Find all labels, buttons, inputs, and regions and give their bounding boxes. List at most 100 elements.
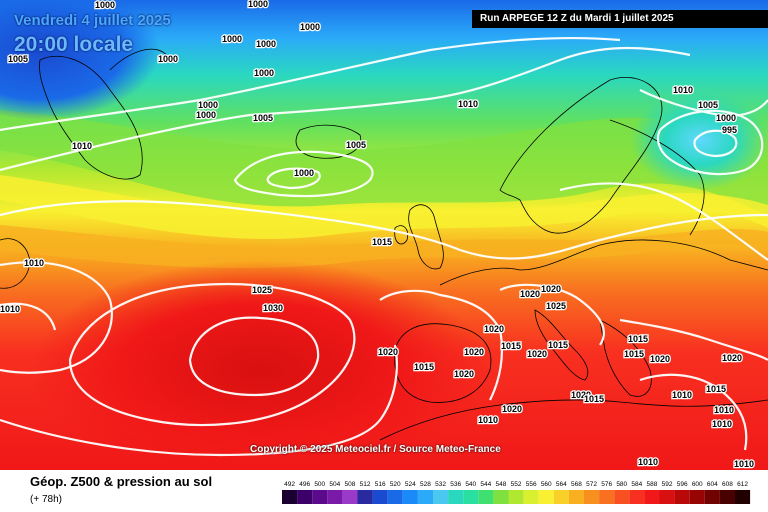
isobar-label: 1005	[346, 140, 366, 150]
scale-label: 552	[511, 481, 522, 488]
isobar-label: 1005	[253, 113, 273, 123]
color-scale: 492 496 500 504 508 512 516 520 524 528 532 536 540 5…	[282, 481, 751, 504]
isobar-label: 1010	[478, 415, 498, 425]
isobar-label: 1010	[458, 99, 478, 109]
isobar-label: 1015	[624, 349, 644, 359]
scale-label: 564	[556, 481, 567, 488]
z500-band	[0, 175, 768, 240]
scale-label: 600	[692, 481, 703, 488]
isobar-label: 1010	[712, 419, 732, 429]
isobar-label: 1015	[501, 341, 521, 351]
forecast-date: Vendredi 4 juillet 2025	[14, 12, 171, 29]
isobar-label: 1015	[414, 362, 434, 372]
isobar-label: 995	[722, 125, 737, 135]
scale-label: 560	[541, 481, 552, 488]
isobar-label: 1000	[196, 110, 216, 120]
scale-swatch	[448, 490, 464, 504]
scale-swatch	[644, 490, 660, 504]
run-info: Run ARPEGE 12 Z du Mardi 1 juillet 2025	[472, 10, 768, 28]
z500-low	[0, 0, 160, 120]
isobar-label: 1020	[520, 289, 540, 299]
scale-swatch	[704, 490, 720, 504]
isobar-label: 1020	[527, 349, 547, 359]
scale-label: 588	[647, 481, 658, 488]
scale-swatch	[568, 490, 584, 504]
scale-label: 496	[299, 481, 310, 488]
scale-swatch	[523, 490, 539, 504]
isobar-label: 1010	[714, 405, 734, 415]
scale-swatch	[584, 490, 600, 504]
scale-swatch	[463, 490, 479, 504]
isobar-label: 1020	[722, 353, 742, 363]
isobar-label: 1005	[698, 100, 718, 110]
scale-swatch	[629, 490, 645, 504]
isobar-label: 1010	[673, 85, 693, 95]
scale-label: 528	[420, 481, 431, 488]
isobar-label: 1010	[672, 390, 692, 400]
isobar-label: 1000	[95, 0, 115, 10]
isobar-label: 1010	[24, 258, 44, 268]
scale-label: 548	[496, 481, 507, 488]
isobar-label: 1010	[72, 141, 92, 151]
isobar-label: 1020	[541, 284, 561, 294]
forecast-lead: (+ 78h)	[30, 494, 62, 505]
isobar-label: 1020	[650, 354, 670, 364]
scale-label: 584	[631, 481, 642, 488]
isobar-label: 1020	[484, 324, 504, 334]
scale-swatch	[478, 490, 494, 504]
isobar-labels: 1000 1005 1000 1000 1000 1000 1000 1000 …	[0, 0, 755, 470]
scale-label: 580	[616, 481, 627, 488]
scale-label: 592	[662, 481, 673, 488]
scale-swatch	[674, 490, 690, 504]
forecast-time: 20:00 locale	[14, 33, 134, 56]
scale-swatch	[614, 490, 630, 504]
scale-label: 604	[707, 481, 718, 488]
scale-label: 540	[465, 481, 476, 488]
scale-swatch	[342, 490, 358, 504]
scale-swatch	[508, 490, 524, 504]
scale-label: 500	[314, 481, 325, 488]
scale-swatch	[402, 490, 418, 504]
isobar-label: 1000	[254, 68, 274, 78]
isobar-label: 1020	[502, 404, 522, 414]
z500-band	[0, 225, 768, 269]
isobar-label: 1005	[8, 54, 28, 64]
scale-swatch	[659, 490, 675, 504]
scale-swatch	[372, 490, 388, 504]
coastlines	[0, 48, 768, 441]
z500-band	[0, 110, 768, 215]
isobar-label: 1000	[716, 113, 736, 123]
footer: Géop. Z500 & pression au sol (+ 78h) 492…	[0, 470, 768, 512]
isobar-label: 1000	[248, 0, 268, 9]
scale-swatch	[387, 490, 403, 504]
isobar-label: 1020	[454, 369, 474, 379]
scale-swatch	[433, 490, 449, 504]
isobar-label: 1030	[263, 303, 283, 313]
isobar-label: 1000	[158, 54, 178, 64]
scale-label: 508	[345, 481, 356, 488]
isobar-label: 1020	[571, 390, 591, 400]
scale-label: 512	[360, 481, 371, 488]
z500-high	[30, 260, 490, 470]
scale-label: 520	[390, 481, 401, 488]
isobar-label: 1015	[628, 334, 648, 344]
scale-label: 532	[435, 481, 446, 488]
scale-label: 576	[601, 481, 612, 488]
chart-title: Géop. Z500 & pression au sol	[30, 474, 213, 489]
scale-label: 572	[586, 481, 597, 488]
isobar-label: 1015	[548, 340, 568, 350]
scale-swatch	[282, 490, 298, 504]
scale-swatch	[735, 490, 751, 504]
scale-label: 492	[284, 481, 295, 488]
isobar-label: 1015	[584, 394, 604, 404]
isobar-label: 1000	[222, 34, 242, 44]
isobar-label: 1010	[734, 459, 754, 469]
isobar-label: 1015	[372, 237, 392, 247]
scale-swatch	[599, 490, 615, 504]
scale-label: 608	[722, 481, 733, 488]
isobar-label: 1015	[706, 384, 726, 394]
scale-label: 596	[677, 481, 688, 488]
isobar-label: 1020	[378, 347, 398, 357]
copyright: Copyright © 2025 Meteociel.fr / Source M…	[250, 444, 501, 455]
scale-label: 504	[329, 481, 340, 488]
